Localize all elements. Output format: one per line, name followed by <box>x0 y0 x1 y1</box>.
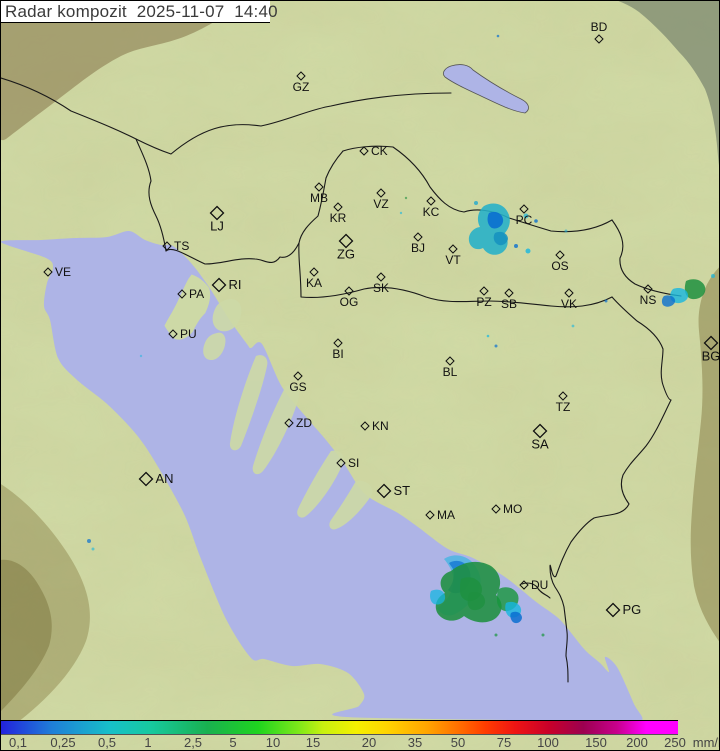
svg-text:TS: TS <box>174 239 189 253</box>
svg-text:OG: OG <box>340 295 359 309</box>
svg-text:SI: SI <box>348 456 359 470</box>
svg-text:ST: ST <box>394 483 411 498</box>
svg-text:PZ: PZ <box>476 295 491 309</box>
svg-text:VK: VK <box>561 297 577 311</box>
svg-text:VE: VE <box>55 265 71 279</box>
svg-text:GS: GS <box>289 380 306 394</box>
svg-text:PC: PC <box>516 213 533 227</box>
svg-text:OS: OS <box>551 259 568 273</box>
svg-text:KA: KA <box>306 276 322 290</box>
svg-text:VT: VT <box>445 253 461 267</box>
svg-text:TZ: TZ <box>556 400 571 414</box>
svg-text:KC: KC <box>423 205 440 219</box>
svg-text:NS: NS <box>640 293 657 307</box>
svg-text:KN: KN <box>372 419 389 433</box>
svg-text:LJ: LJ <box>210 219 224 234</box>
svg-text:RI: RI <box>229 277 242 292</box>
svg-text:BG: BG <box>702 349 720 364</box>
svg-text:BD: BD <box>591 20 608 34</box>
svg-text:BL: BL <box>443 365 458 379</box>
svg-text:MO: MO <box>503 502 522 516</box>
svg-text:PG: PG <box>623 602 642 617</box>
svg-text:ZD: ZD <box>296 416 312 430</box>
svg-text:AN: AN <box>156 471 174 486</box>
svg-text:MB: MB <box>310 191 328 205</box>
svg-text:CK: CK <box>371 144 388 158</box>
svg-text:PA: PA <box>189 287 204 301</box>
svg-text:KR: KR <box>330 211 347 225</box>
svg-text:PU: PU <box>180 327 197 341</box>
svg-text:SA: SA <box>531 437 549 452</box>
svg-text:DU: DU <box>531 578 548 592</box>
svg-text:ZG: ZG <box>337 247 355 262</box>
svg-text:BJ: BJ <box>411 241 425 255</box>
svg-text:SK: SK <box>373 281 389 295</box>
svg-text:MA: MA <box>437 508 455 522</box>
svg-text:SB: SB <box>501 297 517 311</box>
svg-text:VZ: VZ <box>373 197 388 211</box>
svg-text:BI: BI <box>332 347 343 361</box>
svg-text:GZ: GZ <box>293 80 310 94</box>
